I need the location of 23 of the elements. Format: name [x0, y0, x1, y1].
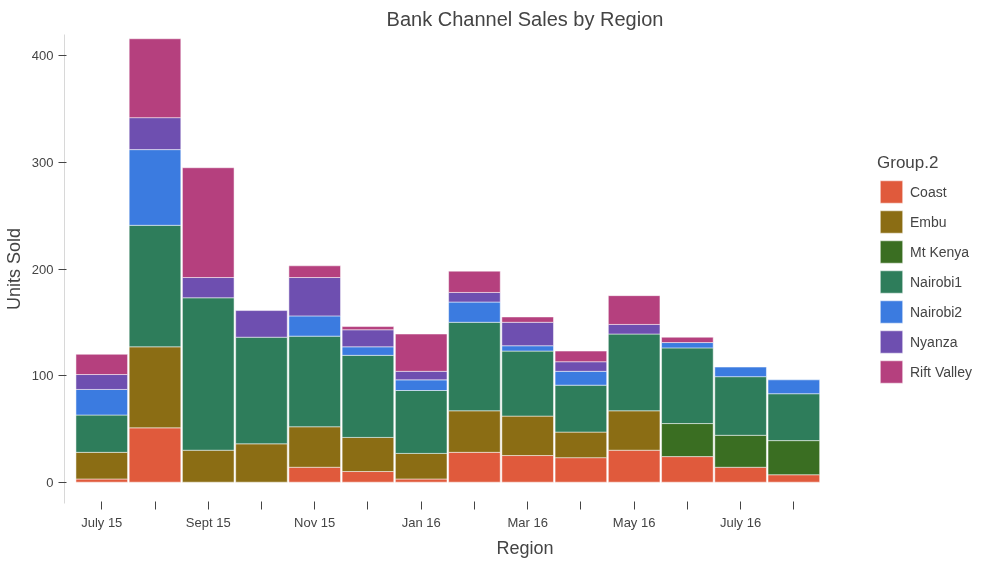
- y-tick-label: 300: [31, 154, 54, 170]
- y-tick-label: 100: [31, 368, 54, 384]
- y-tick-label: 400: [31, 48, 54, 64]
- legend-label: Nairobi2: [910, 303, 964, 319]
- x-tick-label: Sept 15: [185, 514, 231, 530]
- x-tick-label: Nov 15: [294, 514, 336, 530]
- y-axis-title: Units Sold: [3, 227, 24, 311]
- legend-title: Group.2: [877, 152, 940, 172]
- chart-title: Bank Channel Sales by Region: [386, 7, 664, 30]
- x-axis-title: Region: [496, 537, 554, 558]
- legend-label: Nyanza: [910, 333, 959, 349]
- y-tick-label: 0: [46, 474, 54, 490]
- x-tick-label: Jan 16: [401, 514, 441, 530]
- x-tick-label: Mar 16: [507, 514, 548, 530]
- x-tick-label: July 16: [720, 514, 762, 530]
- legend-label: Coast: [910, 183, 948, 199]
- y-tick-label: 200: [31, 261, 54, 277]
- legend-label: Rift Valley: [910, 363, 973, 379]
- legend-label: Nairobi1: [910, 273, 964, 289]
- x-tick-label: May 16: [612, 514, 656, 530]
- x-tick-label: July 15: [81, 514, 123, 530]
- legend-label: Mt Kenya: [910, 243, 971, 259]
- legend-label: Embu: [910, 213, 948, 229]
